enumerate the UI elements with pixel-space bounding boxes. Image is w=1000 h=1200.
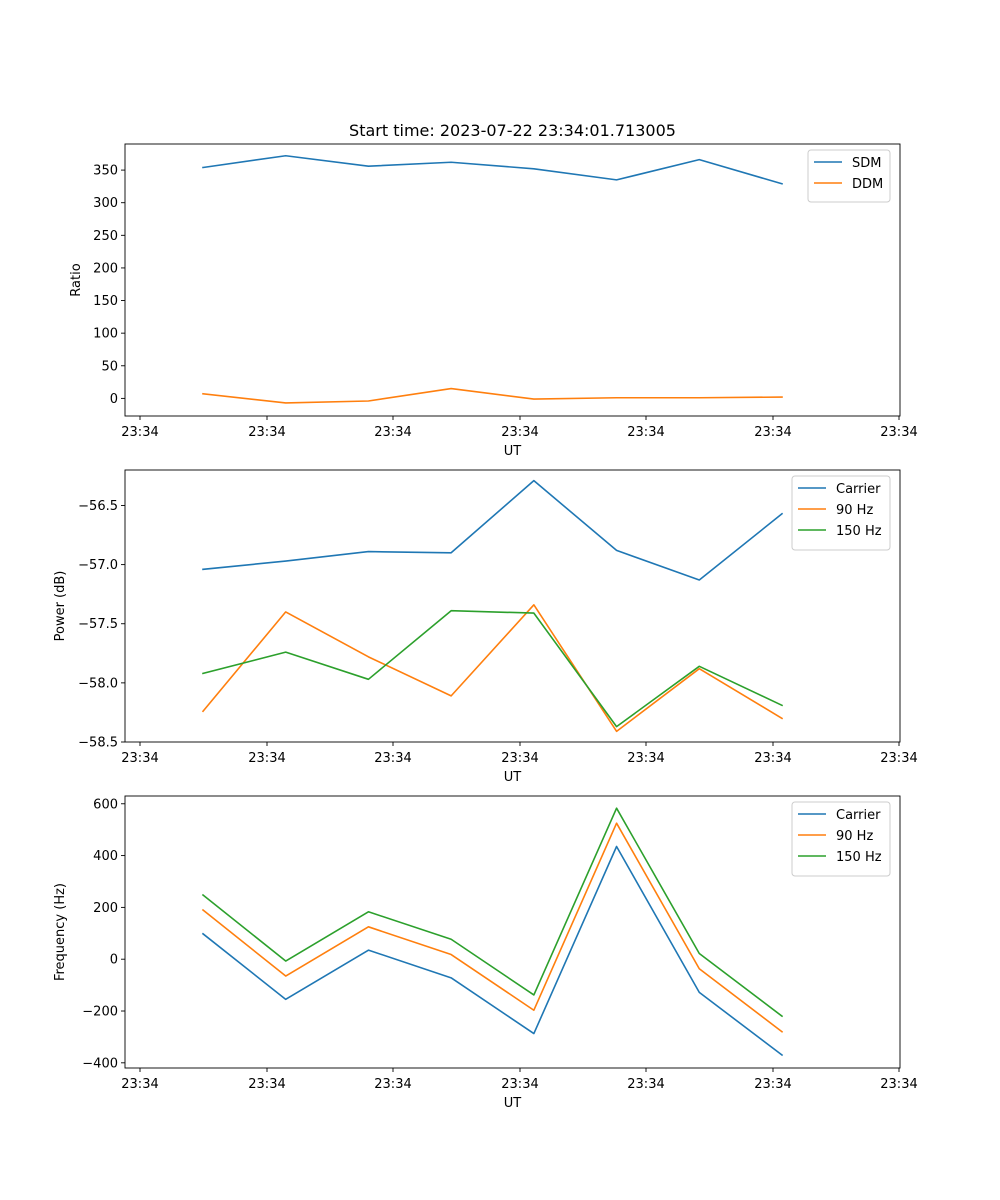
y-tick-label: −57.0 bbox=[78, 558, 118, 573]
x-tick-label: 23:34 bbox=[374, 1077, 411, 1092]
y-tick-label: −56.5 bbox=[78, 499, 118, 514]
legend-label: 150 Hz bbox=[836, 850, 882, 865]
x-axis-label: UT bbox=[504, 1096, 522, 1111]
x-axis-label: UT bbox=[504, 770, 522, 785]
x-tick-label: 23:34 bbox=[121, 425, 158, 440]
x-axis-label: UT bbox=[504, 444, 522, 459]
series-line-sdm bbox=[202, 154, 783, 185]
figure-title: Start time: 2023-07-22 23:34:01.713005 bbox=[349, 121, 676, 140]
x-tick-label: 23:34 bbox=[627, 751, 664, 766]
x-tick-label: 23:34 bbox=[501, 751, 538, 766]
y-tick-label: −400 bbox=[82, 1056, 118, 1071]
y-axis-label: Ratio bbox=[69, 263, 84, 296]
y-tick-label: −58.0 bbox=[78, 676, 118, 691]
x-tick-label: 23:34 bbox=[754, 1077, 791, 1092]
x-tick-label: 23:34 bbox=[121, 1077, 158, 1092]
plot-frame bbox=[124, 143, 901, 417]
series-line-carrier bbox=[201, 845, 784, 1057]
y-tick-label: 50 bbox=[101, 359, 118, 374]
series-line-90-hz bbox=[201, 604, 784, 733]
legend-box bbox=[791, 475, 891, 551]
legend: Carrier 90 Hz 150 Hz bbox=[791, 801, 891, 877]
x-tick-label: 23:34 bbox=[627, 1077, 664, 1092]
series-line-carrier bbox=[202, 479, 784, 581]
plot-frame bbox=[124, 795, 901, 1069]
legend-label: 150 Hz bbox=[836, 524, 882, 539]
legend-box bbox=[791, 801, 891, 877]
x-tick-label: 23:34 bbox=[374, 425, 411, 440]
chart-panel-3: −400 −200 0 200 400 600 23:34 23:34 23:34 23:34 23… bbox=[53, 795, 918, 1111]
y-tick-label: 0 bbox=[110, 953, 118, 968]
chart-panel-2: −58.5 −58.0 −57.5 −57.0 −56.5 23:34 23:34 23:34… bbox=[53, 469, 918, 785]
x-tick-label: 23:34 bbox=[248, 751, 285, 766]
charts-container: 0 50 100 150 200 250 300 350 23:34 23:34 23:34 23:3… bbox=[53, 143, 918, 1111]
series-line-ddm bbox=[202, 387, 783, 404]
x-tick-label: 23:34 bbox=[501, 425, 538, 440]
y-tick-label: 200 bbox=[93, 261, 118, 276]
legend-label: Carrier bbox=[836, 482, 881, 497]
x-tick-label: 23:34 bbox=[880, 1077, 917, 1092]
x-tick-label: 23:34 bbox=[880, 425, 917, 440]
x-tick-label: 23:34 bbox=[374, 751, 411, 766]
x-tick-label: 23:34 bbox=[248, 1077, 285, 1092]
x-tick-label: 23:34 bbox=[754, 425, 791, 440]
x-tick-label: 23:34 bbox=[501, 1077, 538, 1092]
legend-box bbox=[807, 149, 891, 203]
y-tick-label: 200 bbox=[93, 901, 118, 916]
legend-label: SDM bbox=[852, 156, 881, 171]
y-tick-label: −200 bbox=[82, 1005, 118, 1020]
y-tick-label: 150 bbox=[93, 294, 118, 309]
legend-label: 90 Hz bbox=[836, 503, 873, 518]
x-tick-label: 23:34 bbox=[754, 751, 791, 766]
y-axis-label: Frequency (Hz) bbox=[53, 883, 68, 981]
chart-panel-1: 0 50 100 150 200 250 300 350 23:34 23:34 23:34 23:3… bbox=[69, 143, 918, 459]
x-tick-label: 23:34 bbox=[880, 751, 917, 766]
x-tick-label: 23:34 bbox=[627, 425, 664, 440]
series-line-150-hz bbox=[202, 609, 784, 728]
legend-label: Carrier bbox=[836, 808, 881, 823]
y-tick-label: −58.5 bbox=[78, 736, 118, 751]
legend-label: DDM bbox=[852, 177, 883, 192]
y-axis-label: Power (dB) bbox=[53, 571, 68, 642]
legend-label: 90 Hz bbox=[836, 829, 873, 844]
y-tick-label: 350 bbox=[93, 164, 118, 179]
y-tick-label: 0 bbox=[110, 392, 118, 407]
y-tick-label: 250 bbox=[93, 229, 118, 244]
series-line-150-hz bbox=[201, 807, 784, 1018]
plot-frame bbox=[124, 469, 901, 743]
y-tick-label: 300 bbox=[93, 196, 118, 211]
x-tick-label: 23:34 bbox=[121, 751, 158, 766]
legend: Carrier 90 Hz 150 Hz bbox=[791, 475, 891, 551]
y-tick-label: −57.5 bbox=[78, 617, 118, 632]
y-tick-label: 400 bbox=[93, 849, 118, 864]
x-tick-label: 23:34 bbox=[248, 425, 285, 440]
series-line-90-hz bbox=[201, 822, 784, 1033]
y-tick-label: 100 bbox=[93, 327, 118, 342]
legend: SDM DDM bbox=[807, 149, 891, 203]
y-tick-label: 600 bbox=[93, 797, 118, 812]
